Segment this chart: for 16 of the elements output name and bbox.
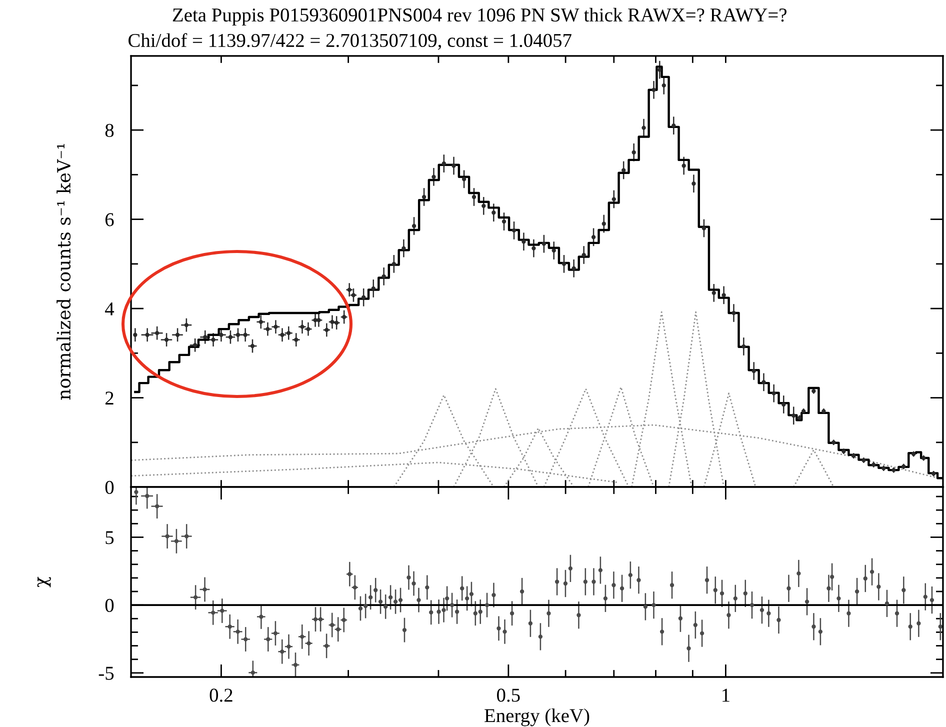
x-tick-label: 1 bbox=[722, 688, 730, 702]
x-tick-label: 0.5 bbox=[497, 688, 520, 702]
y-tick-label: -5 bbox=[98, 666, 114, 680]
y-tick-label: 4 bbox=[105, 302, 114, 316]
x-axis-title: Energy (keV) bbox=[484, 708, 590, 726]
y-axis-title: normalized counts s⁻¹ keV⁻¹ bbox=[56, 144, 71, 400]
y-tick-label: 8 bbox=[105, 124, 114, 137]
y-tick-label: 0 bbox=[105, 598, 114, 612]
y-tick-label: 2 bbox=[105, 392, 114, 405]
y-axis-title: χ bbox=[37, 576, 51, 588]
y-tick-label: 6 bbox=[105, 213, 114, 226]
y-tick-label: 5 bbox=[106, 531, 114, 544]
x-tick-label: 0.2 bbox=[210, 688, 232, 702]
chart-title: Zeta Puppis P0159360901PNS004 rev 1096 PN SW thick RAWX=? RAWY=? bbox=[172, 8, 786, 26]
chart-subtitle: Chi/dof = 1139.97/422 = 2.7013507109, const = 1.04057 bbox=[128, 33, 572, 50]
y-tick-label: 0 bbox=[105, 480, 114, 494]
